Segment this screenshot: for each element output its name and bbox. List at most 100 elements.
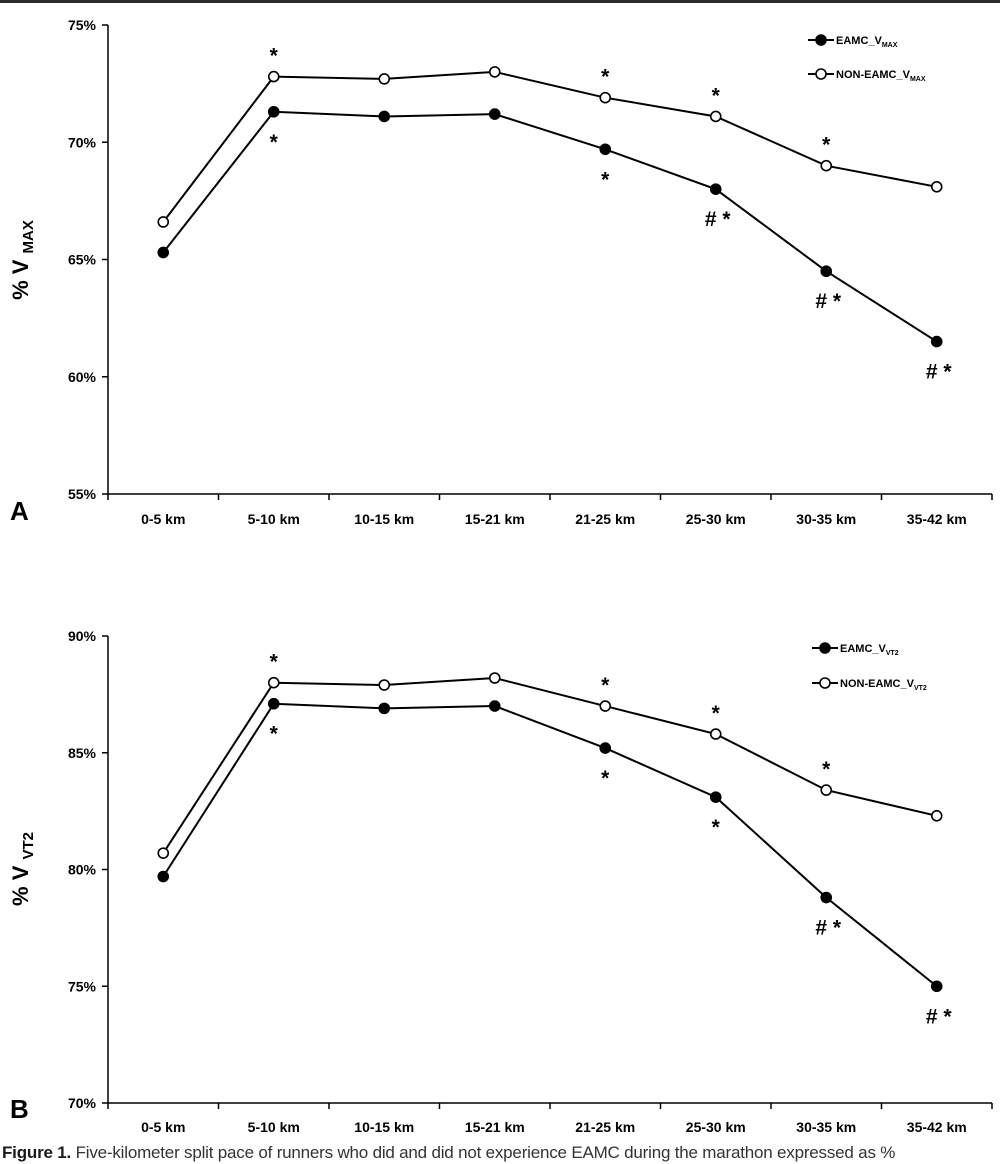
y-axis-title-sub: VT2 xyxy=(20,832,37,860)
data-point-eamc-v-max-0-5-km xyxy=(157,246,170,259)
x-tick-label-25-30-km: 25-30 km xyxy=(686,511,746,527)
legend-label-main: EAMC_V xyxy=(836,35,883,47)
significance-mark-eamc-v-max-21-25-km: * xyxy=(601,168,610,191)
data-point-non-eamc-v-vt2-21-25-km xyxy=(599,700,612,712)
y-tick-label: 70% xyxy=(68,134,97,150)
significance-mark-non-eamc-v-max-5-10-km: * xyxy=(270,45,279,68)
panel-label-b: B xyxy=(10,1094,29,1124)
significance-mark-eamc-v-max-25-30-km: # * xyxy=(705,208,732,231)
series-line-eamc-v-max xyxy=(162,110,938,343)
x-tick-label-0-5-km: 0-5 km xyxy=(141,1119,185,1135)
significance-mark-eamc-v-max-35-42-km: # * xyxy=(926,361,953,384)
x-tick-label-21-25-km: 21-25 km xyxy=(575,511,635,527)
data-point-non-eamc-v-vt2-0-5-km xyxy=(157,847,170,859)
data-point-eamc-v-vt2-10-15-km xyxy=(378,702,391,715)
x-tick-label-0-5-km: 0-5 km xyxy=(141,511,185,527)
legend-label-main: NON-EAMC_V xyxy=(840,678,915,690)
y-axis-title-main: % V xyxy=(8,860,33,906)
x-tick-label-21-25-km: 21-25 km xyxy=(575,1119,635,1135)
legend-label-non-eamc-v-vt2: NON-EAMC_VVT2 xyxy=(840,678,927,692)
x-tick-label-10-15-km: 10-15 km xyxy=(354,511,414,527)
data-point-eamc-v-max-25-30-km xyxy=(709,183,722,195)
y-tick-label: 65% xyxy=(68,252,97,268)
x-tick-label-5-10-km: 5-10 km xyxy=(248,511,300,527)
data-point-eamc-v-max-21-25-km xyxy=(599,143,612,156)
caption-text: Five-kilometer split pace of runners who… xyxy=(71,1143,896,1162)
legend-label-sub: MAX xyxy=(910,76,926,83)
legend-label-eamc-v-vt2: EAMC_VVT2 xyxy=(840,643,899,657)
data-point-non-eamc-v-max-5-10-km xyxy=(267,70,280,83)
legend-label-sub: VT2 xyxy=(914,685,927,692)
data-point-eamc-v-vt2-21-25-km xyxy=(599,742,612,754)
significance-mark-eamc-v-vt2-5-10-km: * xyxy=(270,723,279,746)
data-point-non-eamc-v-max-15-21-km xyxy=(488,66,501,78)
legend-label-main: EAMC_V xyxy=(840,643,887,655)
data-point-non-eamc-v-vt2-15-21-km xyxy=(488,672,501,684)
data-point-eamc-v-max-15-21-km xyxy=(488,108,501,120)
x-tick-label-10-15-km: 10-15 km xyxy=(354,1119,414,1135)
significance-mark-eamc-v-vt2-30-35-km: # * xyxy=(815,917,842,940)
x-tick-label-30-35-km: 30-35 km xyxy=(796,511,856,527)
series-line-non-eamc-v-vt2 xyxy=(162,677,937,854)
data-point-eamc-v-vt2-30-35-km xyxy=(820,891,833,904)
x-tick-label-15-21-km: 15-21 km xyxy=(465,511,525,527)
series-line-non-eamc-v-max xyxy=(162,70,937,223)
data-point-eamc-v-vt2-0-5-km xyxy=(157,870,170,883)
y-tick-label: 70% xyxy=(68,1095,97,1111)
x-tick-label-30-35-km: 30-35 km xyxy=(796,1119,856,1135)
data-point-non-eamc-v-vt2-35-42-km xyxy=(930,809,943,822)
significance-mark-eamc-v-vt2-25-30-km: * xyxy=(712,816,721,839)
y-axis-title-main: % V xyxy=(8,253,33,299)
x-tick-label-35-42-km: 35-42 km xyxy=(907,1119,967,1135)
data-point-eamc-v-vt2-15-21-km xyxy=(488,700,501,712)
x-tick-label-5-10-km: 5-10 km xyxy=(248,1119,300,1135)
significance-mark-eamc-v-max-30-35-km: # * xyxy=(815,290,842,313)
legend-label-non-eamc-v-max: NON-EAMC_VMAX xyxy=(836,69,926,83)
data-point-eamc-v-vt2-25-30-km xyxy=(709,791,722,803)
panel-label-a: A xyxy=(10,496,29,526)
data-point-non-eamc-v-max-21-25-km xyxy=(599,91,612,104)
y-tick-label: 60% xyxy=(68,369,97,385)
legend-label-sub: MAX xyxy=(882,42,898,49)
legend-label-main: NON-EAMC_V xyxy=(836,69,911,81)
data-point-non-eamc-v-max-0-5-km xyxy=(157,216,170,228)
figure-caption: Figure 1. Five-kilometer split pace of r… xyxy=(2,1143,1000,1163)
significance-mark-non-eamc-v-vt2-25-30-km: * xyxy=(712,702,721,725)
legend-label-eamc-v-max: EAMC_VMAX xyxy=(836,35,898,49)
x-tick-label-15-21-km: 15-21 km xyxy=(465,1119,525,1135)
chart-panel-b: 70% 75% 80% 85% 90% 0-5 km 5-10 km 10-15 km 15-2… xyxy=(8,628,993,1135)
y-tick-label: 75% xyxy=(68,978,97,994)
chart-panel-a: 55% 60% 65% 70% 75% 0-5 km 5-10 km 10-15 km 15-2… xyxy=(8,17,993,527)
significance-mark-non-eamc-v-max-25-30-km: * xyxy=(712,84,721,107)
data-point-non-eamc-v-max-30-35-km xyxy=(820,159,833,172)
top-rule xyxy=(0,0,1000,3)
significance-mark-non-eamc-v-max-21-25-km: * xyxy=(601,66,610,89)
data-point-eamc-v-vt2-35-42-km xyxy=(930,980,943,993)
significance-mark-eamc-v-vt2-35-42-km: # * xyxy=(926,1005,953,1028)
series-line-eamc-v-vt2 xyxy=(162,702,938,988)
y-tick-label: 90% xyxy=(68,628,97,644)
data-point-non-eamc-v-vt2-30-35-km xyxy=(820,784,833,796)
significance-mark-non-eamc-v-vt2-21-25-km: * xyxy=(601,674,610,697)
data-point-non-eamc-v-max-10-15-km xyxy=(378,73,391,85)
significance-mark-non-eamc-v-vt2-30-35-km: * xyxy=(822,758,831,781)
data-point-eamc-v-max-10-15-km xyxy=(378,110,391,123)
data-point-eamc-v-vt2-5-10-km xyxy=(267,697,280,710)
legend-marker-eamc-v-vt2 xyxy=(819,642,831,654)
y-axis-title: % V MAX xyxy=(8,220,37,300)
significance-mark-non-eamc-v-vt2-5-10-km: * xyxy=(270,651,279,674)
x-tick-label-25-30-km: 25-30 km xyxy=(686,1119,746,1135)
data-point-eamc-v-max-30-35-km xyxy=(820,265,833,278)
legend-marker-non-eamc-v-max xyxy=(815,68,827,80)
legend-label-sub: VT2 xyxy=(886,650,899,657)
legend-marker-eamc-v-max xyxy=(815,34,827,46)
y-tick-label: 85% xyxy=(68,745,97,761)
data-point-non-eamc-v-vt2-10-15-km xyxy=(378,679,391,691)
legend-marker-non-eamc-v-vt2 xyxy=(819,677,831,689)
significance-mark-eamc-v-max-5-10-km: * xyxy=(270,131,279,154)
data-point-eamc-v-max-35-42-km xyxy=(930,335,943,348)
significance-mark-non-eamc-v-max-30-35-km: * xyxy=(822,134,831,157)
